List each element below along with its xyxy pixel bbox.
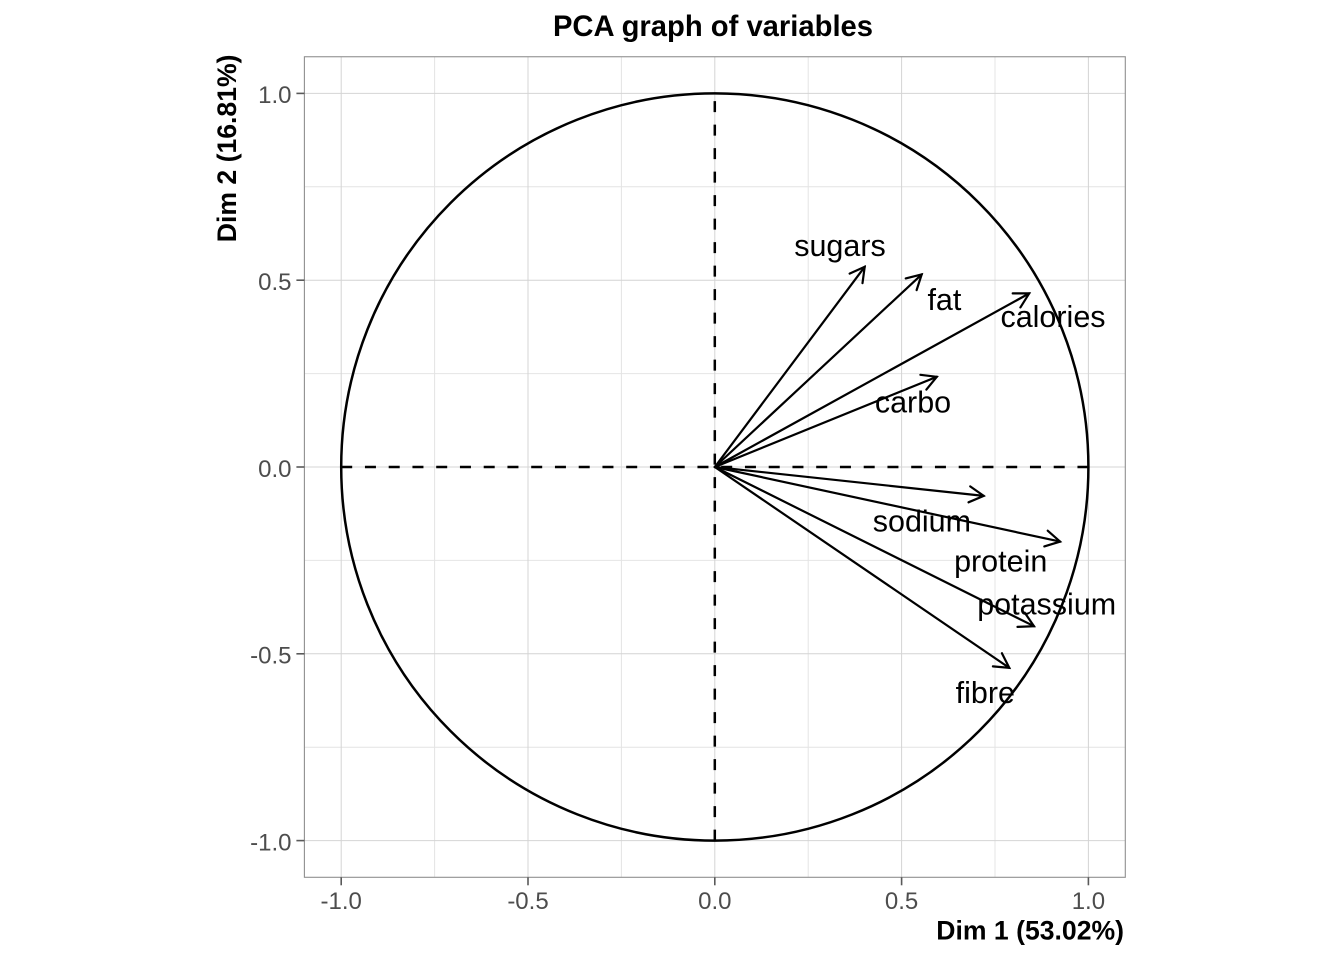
svg-text:Dim 2 (16.81%): Dim 2 (16.81%) xyxy=(212,54,242,242)
svg-text:protein: protein xyxy=(954,545,1047,579)
svg-text:fat: fat xyxy=(927,283,961,317)
svg-text:0.5: 0.5 xyxy=(258,269,291,296)
svg-text:1.0: 1.0 xyxy=(1072,888,1105,915)
svg-text:0.0: 0.0 xyxy=(698,888,731,915)
svg-text:fibre: fibre xyxy=(956,676,1015,710)
svg-text:-0.5: -0.5 xyxy=(507,888,548,915)
svg-text:-1.0: -1.0 xyxy=(250,829,291,856)
svg-text:0.0: 0.0 xyxy=(258,456,291,483)
svg-text:carbo: carbo xyxy=(875,386,951,420)
svg-text:-1.0: -1.0 xyxy=(321,888,362,915)
svg-text:-0.5: -0.5 xyxy=(250,643,291,670)
svg-text:Dim 1 (53.02%): Dim 1 (53.02%) xyxy=(936,916,1124,946)
svg-text:PCA graph of variables: PCA graph of variables xyxy=(553,11,873,43)
svg-text:sodium: sodium xyxy=(873,504,971,538)
svg-text:1.0: 1.0 xyxy=(258,82,291,109)
svg-text:potassium: potassium xyxy=(977,588,1116,622)
svg-text:0.5: 0.5 xyxy=(885,888,918,915)
svg-text:sugars: sugars xyxy=(794,229,886,263)
svg-text:calories: calories xyxy=(1000,300,1105,334)
